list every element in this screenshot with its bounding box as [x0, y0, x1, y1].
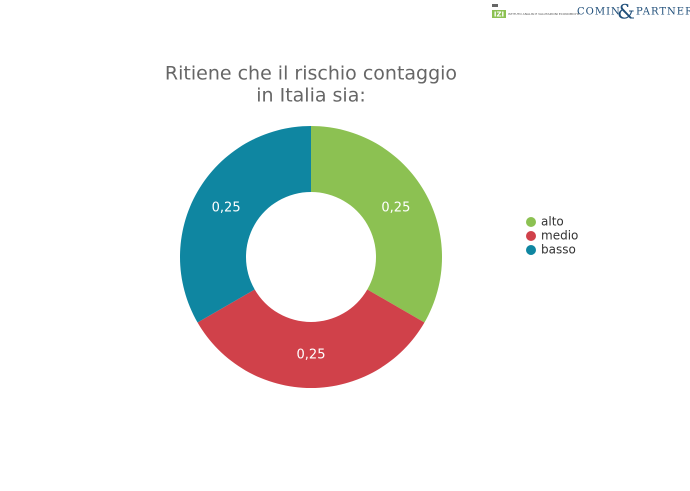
logo-mark: IZI [494, 11, 504, 19]
legend-label: medio [541, 229, 578, 243]
data-label: 0,25 [212, 201, 241, 216]
chart-title: Ritiene che il rischio contaggio [165, 63, 457, 85]
data-label: 0,25 [297, 348, 326, 363]
logo-text: ISTITUTO ANALISI E VALUTAZIONI ECONOMICH… [508, 12, 580, 16]
donut-segment [311, 126, 442, 323]
data-label: 0,25 [381, 201, 410, 216]
logo-shape [492, 4, 498, 7]
izi-logo: IZI ISTITUTO ANALISI E VALUTAZIONI ECONO… [492, 4, 580, 19]
chart-title: in Italia sia: [256, 85, 366, 107]
brand: COMIN & PARTNERS [577, 0, 690, 24]
brand-amp: & [617, 0, 635, 24]
legend-label: basso [541, 243, 576, 257]
legend-swatch [526, 245, 536, 255]
legend-swatch [526, 217, 536, 227]
legend-swatch [526, 231, 536, 241]
donut-segment [180, 126, 311, 323]
logo-shape [492, 10, 506, 18]
brand-text: COMIN [577, 7, 621, 18]
legend-label: alto [541, 215, 564, 229]
brand-text: PARTNERS [636, 7, 690, 18]
donut-segment [197, 289, 425, 388]
